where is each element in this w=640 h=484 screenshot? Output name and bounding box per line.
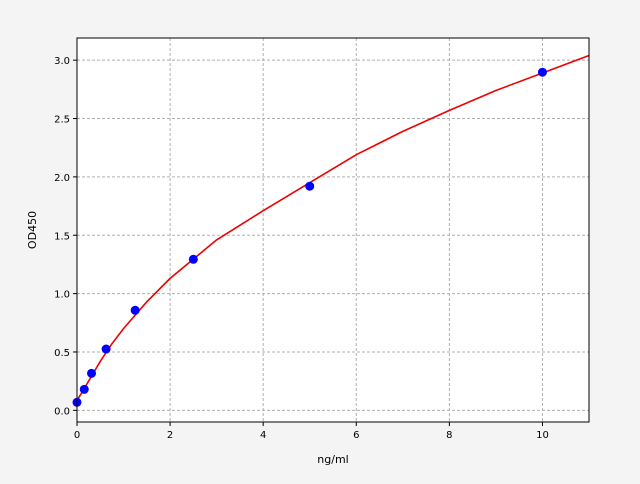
data-point: [537, 67, 547, 77]
y-tick-label: 2.5: [54, 115, 70, 126]
x-tick-label: 4: [260, 430, 266, 441]
data-point: [305, 181, 315, 191]
y-tick-label: 1.5: [54, 231, 70, 242]
data-point: [87, 368, 97, 378]
grid: [76, 38, 589, 422]
x-tick-label: 2: [167, 430, 173, 441]
data-point: [79, 384, 89, 394]
y-tick-label: 0.0: [54, 406, 70, 417]
y-tick-label: 0.5: [54, 348, 70, 359]
y-axis-label: OD450: [26, 211, 39, 249]
x-tick-label: 0: [74, 430, 80, 441]
plot-area: [77, 38, 589, 422]
x-axis-label: ng/ml: [317, 453, 348, 466]
x-tick-label: 6: [353, 430, 359, 441]
y-tick-label: 3.0: [54, 56, 70, 67]
plot-frame: [76, 37, 590, 423]
fit-curve-line: [76, 54, 590, 401]
ticks: 0 2 4 6 8 10 0.0 0.5 1.0 1.5 2.0 2.5 3.0: [54, 56, 549, 441]
x-tick-label: 8: [446, 430, 452, 441]
y-tick-label: 2.0: [54, 173, 70, 184]
marks: [72, 54, 590, 407]
data-point: [101, 344, 111, 354]
data-point: [130, 305, 140, 315]
data-point: [188, 254, 198, 264]
y-tick-label: 1.0: [54, 290, 70, 301]
x-tick-label: 10: [536, 430, 549, 441]
